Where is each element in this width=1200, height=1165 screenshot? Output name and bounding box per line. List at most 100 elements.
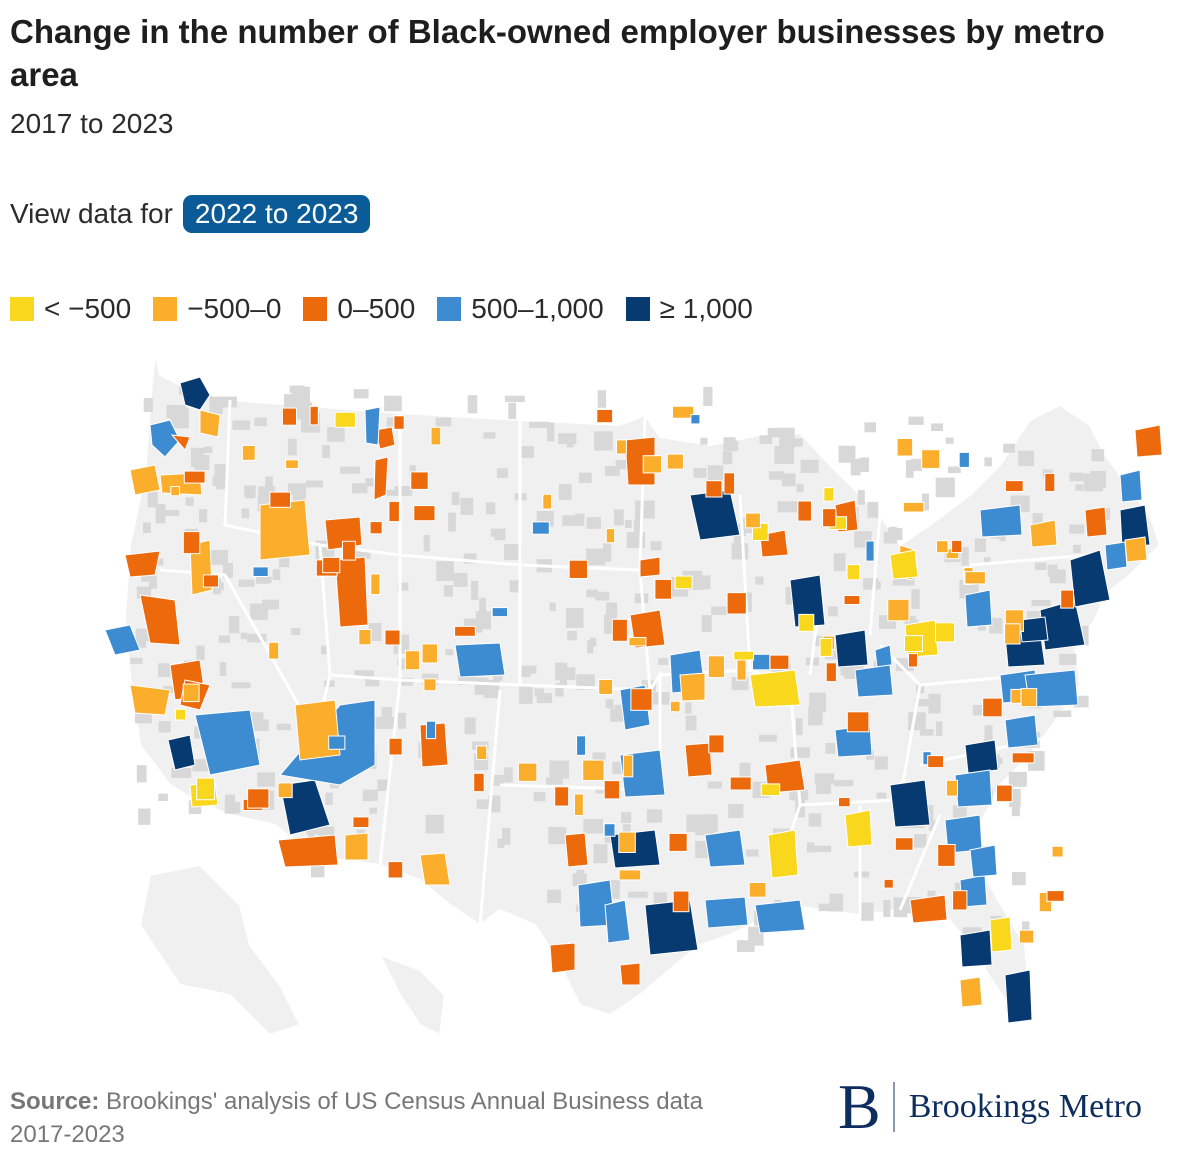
- metro-area[interactable]: [982, 697, 1003, 718]
- metro-area[interactable]: [603, 823, 616, 837]
- metro-area[interactable]: [748, 882, 767, 898]
- metro-area[interactable]: [611, 618, 628, 642]
- metro-area[interactable]: [936, 540, 949, 554]
- metro-nw-3[interactable]: [170, 434, 191, 451]
- metro-area[interactable]: [708, 734, 725, 754]
- metro-mn-1[interactable]: [639, 556, 661, 578]
- metro-area[interactable]: [846, 711, 870, 733]
- metro-sacramento[interactable]: [139, 594, 181, 646]
- metro-area[interactable]: [182, 531, 201, 555]
- metro-area[interactable]: [964, 571, 986, 585]
- metro-area[interactable]: [894, 837, 914, 851]
- metro-area[interactable]: [413, 505, 436, 522]
- metro-reno[interactable]: [124, 550, 161, 578]
- metro-area[interactable]: [958, 451, 970, 468]
- metro-area[interactable]: [668, 832, 688, 852]
- metro-jackson[interactable]: [767, 829, 799, 879]
- metro-columbia[interactable]: [954, 769, 993, 808]
- metro-providence[interactable]: [1124, 536, 1148, 563]
- metro-sf-bay[interactable]: [104, 624, 141, 656]
- metro-area[interactable]: [388, 737, 403, 756]
- metro-area[interactable]: [598, 679, 614, 695]
- metro-tallahassee[interactable]: [909, 894, 948, 924]
- metro-baltimore[interactable]: [1019, 616, 1049, 643]
- metro-area[interactable]: [1004, 623, 1021, 645]
- metro-hartford[interactable]: [1104, 541, 1128, 571]
- metro-area[interactable]: [1044, 472, 1056, 492]
- metro-area[interactable]: [358, 629, 372, 646]
- metro-area[interactable]: [887, 598, 910, 622]
- metro-area[interactable]: [342, 540, 356, 561]
- metro-colorado-springs[interactable]: [454, 642, 506, 678]
- metro-shreveport[interactable]: [704, 829, 746, 868]
- metro-area[interactable]: [798, 613, 815, 632]
- metro-area[interactable]: [843, 595, 861, 605]
- metro-area[interactable]: [281, 407, 297, 426]
- metro-area[interactable]: [425, 720, 437, 740]
- period-toggle-button[interactable]: 2022 to 2023: [182, 195, 371, 233]
- legend-item-500-1000[interactable]: 500–1,000: [437, 293, 604, 325]
- metro-area[interactable]: [838, 797, 851, 808]
- metro-baton-rouge[interactable]: [704, 896, 749, 929]
- metro-area[interactable]: [605, 528, 616, 544]
- metro-ny-1[interactable]: [1029, 519, 1058, 548]
- metro-buffalo[interactable]: [979, 504, 1023, 538]
- metro-area[interactable]: [393, 415, 405, 430]
- metro-area[interactable]: [797, 500, 813, 522]
- metro-mo-1[interactable]: [679, 672, 706, 702]
- metro-area[interactable]: [903, 501, 925, 513]
- metro-area[interactable]: [387, 861, 404, 879]
- metro-area[interactable]: [202, 574, 220, 588]
- metro-area[interactable]: [951, 539, 963, 553]
- metro-area[interactable]: [182, 683, 200, 703]
- metro-area[interactable]: [241, 445, 256, 461]
- metro-fl-1[interactable]: [959, 976, 983, 1008]
- metro-new-orleans[interactable]: [754, 899, 806, 934]
- metro-area[interactable]: [1011, 752, 1035, 764]
- metro-area[interactable]: [736, 659, 747, 681]
- metro-area[interactable]: [252, 566, 269, 577]
- metro-area[interactable]: [927, 755, 945, 769]
- metro-boise[interactable]: [259, 499, 311, 561]
- metro-area[interactable]: [705, 480, 723, 498]
- metro-area[interactable]: [423, 678, 437, 692]
- metro-area[interactable]: [531, 521, 550, 535]
- metro-orlando[interactable]: [959, 929, 993, 968]
- metro-cincinnati[interactable]: [874, 644, 893, 668]
- metro-area[interactable]: [596, 409, 614, 424]
- metro-area[interactable]: [603, 780, 621, 800]
- metro-area[interactable]: [674, 575, 693, 590]
- metro-tampa[interactable]: [989, 916, 1013, 953]
- metro-area[interactable]: [672, 405, 695, 419]
- metro-area[interactable]: [819, 638, 833, 657]
- metro-albany[interactable]: [1084, 506, 1108, 538]
- metro-area[interactable]: [996, 784, 1013, 803]
- metro-area[interactable]: [196, 777, 215, 801]
- metro-area[interactable]: [769, 654, 790, 670]
- legend-item-neg500-0[interactable]: −500–0: [153, 293, 281, 325]
- metro-area[interactable]: [430, 426, 442, 446]
- metro-area[interactable]: [277, 782, 293, 799]
- metro-area[interactable]: [822, 508, 837, 528]
- metro-area[interactable]: [370, 573, 381, 595]
- metro-area[interactable]: [707, 655, 725, 678]
- metro-area[interactable]: [690, 414, 701, 425]
- metro-area[interactable]: [1046, 890, 1065, 902]
- metro-area[interactable]: [825, 662, 837, 683]
- metro-nw-2[interactable]: [129, 464, 161, 496]
- metro-area[interactable]: [175, 708, 187, 721]
- metro-tulsa[interactable]: [684, 742, 713, 778]
- metro-houston[interactable]: [644, 899, 699, 956]
- metro-area[interactable]: [328, 735, 346, 750]
- metro-area[interactable]: [823, 487, 835, 502]
- metro-area[interactable]: [388, 500, 400, 523]
- metro-area[interactable]: [454, 625, 476, 637]
- metro-tx-2[interactable]: [549, 942, 576, 974]
- metro-nh-1[interactable]: [1119, 469, 1143, 503]
- metro-area[interactable]: [846, 564, 861, 581]
- metro-area[interactable]: [352, 816, 370, 828]
- metro-portland[interactable]: [149, 419, 181, 458]
- metro-area[interactable]: [285, 459, 299, 470]
- metro-area[interactable]: [268, 641, 280, 660]
- metro-gainesville[interactable]: [969, 844, 998, 878]
